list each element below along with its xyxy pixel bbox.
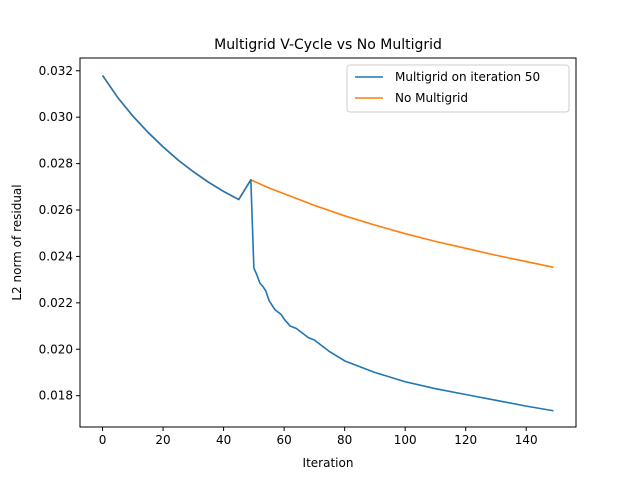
series-line bbox=[101, 74, 554, 412]
legend: Multigrid on iteration 50 No Multigrid bbox=[346, 64, 570, 113]
y-tick-label: 0.026 bbox=[39, 203, 73, 217]
legend-box bbox=[346, 64, 570, 113]
y-tick-label: 0.018 bbox=[39, 389, 73, 403]
y-tick-label: 0.032 bbox=[39, 64, 73, 78]
y-tick-label: 0.024 bbox=[39, 249, 73, 263]
x-tick-label: 60 bbox=[276, 433, 291, 447]
legend-label: No Multigrid bbox=[395, 91, 468, 105]
plot-frame bbox=[79, 57, 577, 428]
x-tick-label: 40 bbox=[216, 433, 231, 447]
y-axis-label: L2 norm of residual bbox=[10, 184, 24, 300]
x-tick-label: 0 bbox=[99, 433, 107, 447]
chart-title: Multigrid V-Cycle vs No Multigrid bbox=[214, 37, 442, 53]
x-tick-label: 100 bbox=[394, 433, 417, 447]
series-group bbox=[101, 74, 554, 412]
y-tick-label: 0.022 bbox=[39, 296, 73, 310]
y-tick-label: 0.028 bbox=[39, 157, 73, 171]
x-tick-label: 120 bbox=[454, 433, 477, 447]
ticks-group: 0 20 40 60 80 100 120 140 0.018 0.020 0.022 0.024 0.… bbox=[39, 64, 538, 447]
x-tick-label: 140 bbox=[515, 433, 538, 447]
x-tick-label: 20 bbox=[155, 433, 170, 447]
x-tick-label: 80 bbox=[337, 433, 352, 447]
y-tick-label: 0.030 bbox=[39, 110, 73, 124]
x-axis-label: Iteration bbox=[303, 456, 354, 470]
plot-area bbox=[80, 58, 576, 427]
legend-label: Multigrid on iteration 50 bbox=[395, 70, 540, 84]
y-tick-label: 0.020 bbox=[39, 342, 73, 356]
